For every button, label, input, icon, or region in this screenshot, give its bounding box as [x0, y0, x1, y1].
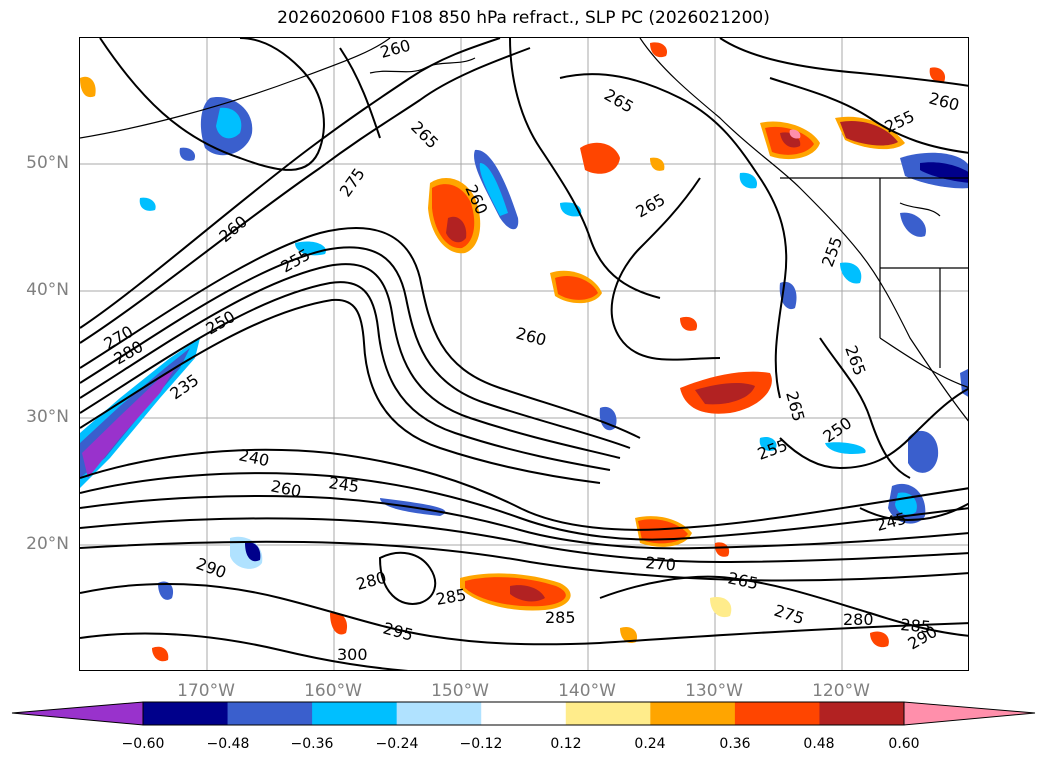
lat-label: 50°N	[26, 153, 69, 173]
colorbar	[11, 701, 1036, 726]
colorbar-tick: 0.60	[888, 736, 920, 752]
slp-contours	[80, 38, 968, 670]
colorbar-segment	[312, 702, 398, 725]
contour-label: 260	[514, 324, 548, 350]
colorbar-tick: −0.12	[459, 736, 503, 752]
coastlines	[80, 38, 968, 422]
contour-label: 265	[601, 85, 637, 117]
contour-label: 265	[726, 568, 760, 593]
map-plot-area[interactable]: 260 265 260 275 265 260 265 255 255 260 …	[79, 37, 969, 671]
lon-label: 140°W	[558, 681, 616, 701]
colorbar-segment	[481, 702, 567, 725]
contour-label: 270	[645, 553, 677, 575]
colorbar-tick: −0.60	[121, 736, 165, 752]
colorbar-outline	[142, 701, 905, 726]
map-canvas: 260 265 260 275 265 260 265 255 255 260 …	[80, 38, 968, 670]
colorbar-segments	[12, 702, 1035, 725]
contour-label: 300	[337, 645, 368, 664]
contour-label: 275	[772, 601, 807, 629]
colorbar-segment	[819, 702, 905, 725]
contour-label: 280	[354, 568, 388, 594]
map-title: 2026020600 F108 850 hPa refract., SLP PC…	[277, 8, 770, 28]
contour-label: 260	[378, 38, 412, 62]
colorbar-tick: 0.12	[550, 736, 582, 752]
colorbar-tick: −0.36	[290, 736, 334, 752]
contour-label: 245	[327, 473, 360, 496]
lon-label: 150°W	[431, 681, 489, 701]
colorbar-segment	[396, 702, 482, 725]
contour-label: 260	[269, 476, 303, 501]
colorbar-tick: −0.24	[375, 736, 419, 752]
lat-label: 40°N	[26, 280, 69, 300]
contour-label: 295	[381, 619, 415, 645]
colorbar-tick: −0.48	[206, 736, 250, 752]
contour-label: 290	[194, 554, 229, 582]
lon-label: 160°W	[304, 681, 362, 701]
colorbar-segment	[143, 702, 229, 725]
lon-label: 130°W	[685, 681, 743, 701]
colorbar-segment	[650, 702, 736, 725]
contour-label: 285	[434, 585, 467, 609]
contour-label: 260	[927, 89, 961, 115]
contour-label: 265	[633, 190, 669, 222]
colorbar-segment	[565, 702, 651, 725]
contour-label: 255	[882, 106, 918, 136]
contour-label: 285	[900, 615, 932, 637]
lat-label: 30°N	[26, 407, 69, 427]
colorbar-tick: 0.24	[634, 736, 666, 752]
colorbar-extend-max	[904, 702, 1035, 725]
contour-label: 285	[545, 608, 576, 627]
colorbar-tick: 0.36	[719, 736, 751, 752]
contour-label: 280	[843, 610, 874, 629]
refractivity-shading	[80, 42, 968, 662]
contour-label: 265	[407, 117, 442, 152]
lat-label: 20°N	[26, 534, 69, 554]
colorbar-segment	[734, 702, 820, 725]
colorbar-tick: 0.48	[803, 736, 835, 752]
contour-label: 245	[874, 509, 908, 535]
lon-label: 170°W	[177, 681, 235, 701]
colorbar-segment	[227, 702, 313, 725]
lon-label: 120°W	[812, 681, 870, 701]
contour-label: 275	[336, 164, 369, 200]
colorbar-extend-min	[12, 702, 143, 725]
